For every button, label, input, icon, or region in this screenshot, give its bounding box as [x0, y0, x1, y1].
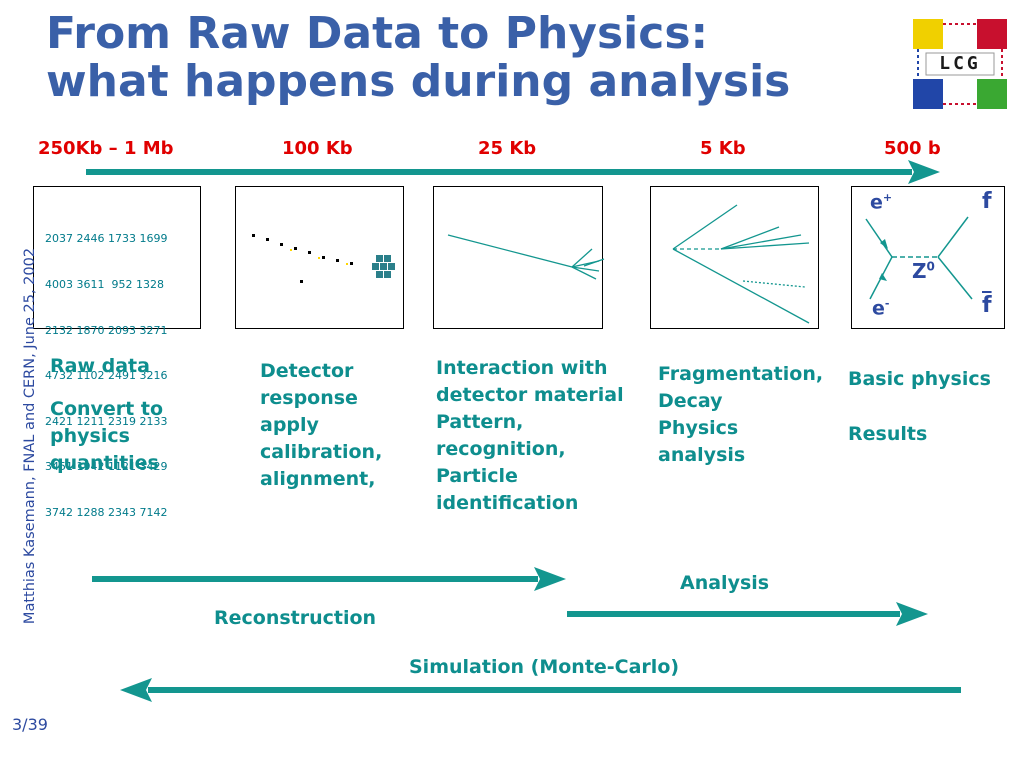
lcg-logo-text: LCG [939, 53, 981, 74]
raw-data-description: Raw data Convert to physics quantities [50, 353, 163, 477]
description-line: Pattern, [436, 411, 524, 433]
electron-minus-label: e- [872, 297, 889, 319]
anti-fermion-label: f [982, 293, 992, 318]
raw-data-panel: 2037 2446 1733 1699 4003 3611 952 1328 2… [33, 186, 201, 519]
particle-track-diagram [447, 234, 605, 280]
raw-data-caption: Raw data [50, 355, 150, 377]
electron-plus-symbol: e [870, 191, 883, 214]
size-label-raw: 250Kb – 1 Mb [38, 138, 174, 159]
convert-line: physics [50, 425, 130, 447]
reconstruction-arrow [92, 567, 566, 591]
electron-minus-symbol: e [872, 297, 885, 320]
interaction-panel [433, 186, 605, 329]
author-date-note: Matthias Kasemann, FNAL and CERN, June 2… [22, 247, 38, 625]
analysis-arrow [567, 602, 928, 626]
description-line: detector material [436, 384, 624, 406]
description-line: Particle [436, 465, 518, 487]
basic-physics-caption: Basic physics [848, 368, 991, 390]
convert-line: Convert to [50, 398, 163, 420]
description-line: Interaction with [436, 357, 608, 379]
description-line: calibration, [260, 441, 383, 463]
size-label-5kb: 5 Kb [700, 138, 746, 159]
analysis-label: Analysis [680, 572, 770, 594]
detector-hits-diagram [252, 234, 395, 283]
fermion-label: f [982, 189, 992, 214]
description-line: response [260, 387, 358, 409]
raw-data-row: 3742 1288 2343 7142 [45, 506, 168, 520]
fragmentation-description: Fragmentation, Decay Physics analysis [658, 361, 823, 469]
fragmentation-panel [650, 186, 819, 329]
slide-title: From Raw Data to Physics: what happens d… [46, 10, 790, 106]
electron-minus-sup: - [884, 297, 890, 310]
z-boson-label: Z0 [912, 259, 935, 283]
lcg-logo: LCG [910, 16, 1010, 112]
electron-plus-sup: + [882, 191, 893, 204]
title-line-2: what happens during analysis [46, 56, 791, 107]
detector-response-panel [235, 186, 404, 329]
raw-data-row: 2037 2446 1733 1699 [45, 232, 168, 246]
raw-data-row: 3451 1942 1121 3429 [45, 460, 168, 474]
feynman-diagram-panel: e+ e- Z0 f f [851, 186, 1005, 329]
raw-data-row: 4732 1102 2491 3216 [45, 369, 168, 383]
electron-plus-label: e+ [870, 191, 892, 213]
z-boson-symbol: Z [912, 259, 927, 283]
title-line-1: From Raw Data to Physics: [46, 8, 709, 59]
size-label-100kb: 100 Kb [282, 138, 353, 159]
interaction-description: Interaction with detector material Patte… [436, 355, 624, 517]
simulation-arrow [120, 678, 961, 702]
description-line: analysis [658, 444, 746, 466]
convert-line: quantities [50, 452, 159, 474]
feynman-diagram [865, 216, 973, 300]
size-label-500b: 500 b [884, 138, 941, 159]
simulation-label: Simulation (Monte-Carlo) [409, 656, 680, 678]
description-line: recognition, [436, 438, 566, 460]
basic-physics-description: Basic physics Results [848, 366, 991, 448]
detector-response-description: Detector response apply calibration, ali… [260, 358, 382, 493]
description-line: Decay [658, 390, 723, 412]
description-line: alignment, [260, 468, 376, 490]
description-line: apply [260, 414, 319, 436]
size-label-25kb: 25 Kb [478, 138, 537, 159]
description-line: Physics [658, 417, 739, 439]
description-line: Detector [260, 360, 354, 382]
results-caption: Results [848, 423, 928, 445]
raw-data-row: 2132 1870 2093 3271 [45, 323, 168, 337]
raw-data-row: 2421 1211 2319 2133 [45, 414, 168, 428]
jet-fragmentation-diagram [672, 204, 810, 324]
z-boson-sup: 0 [926, 259, 935, 274]
page-number: 3/39 [12, 715, 48, 734]
raw-data-row: 4003 3611 952 1328 [45, 278, 164, 292]
description-line: identification [436, 492, 579, 514]
reconstruction-label: Reconstruction [214, 607, 377, 629]
description-line: Fragmentation, [658, 363, 824, 385]
